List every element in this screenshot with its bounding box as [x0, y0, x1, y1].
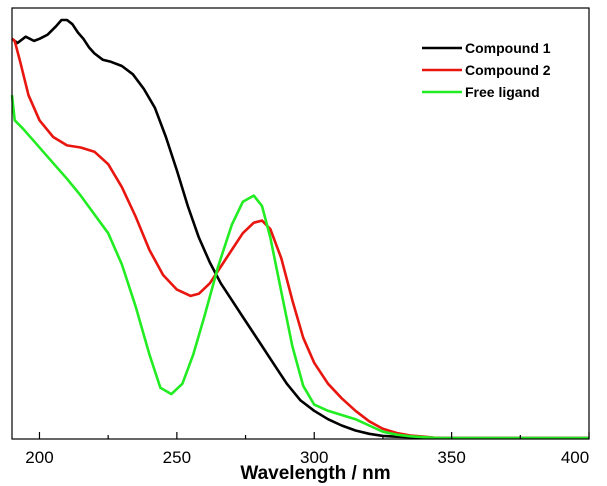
x-tick-label: 350 [437, 448, 465, 467]
plot-lines [10, 18, 589, 440]
legend: Compound 1 Compound 2 Free ligand [422, 40, 551, 100]
plot-frame [11, 7, 590, 440]
legend-label: Free ligand [465, 84, 540, 100]
x-tick-label: 200 [25, 448, 53, 467]
x-tick-label: 250 [163, 448, 191, 467]
legend-label: Compound 2 [465, 62, 551, 78]
x-ticks: 200 250 300 350 400 [25, 432, 590, 467]
legend-label: Compound 1 [465, 40, 551, 56]
series-line-free-ligand [10, 95, 589, 440]
x-tick-label: 300 [300, 448, 328, 467]
x-axis-title: Wavelength / nm [240, 463, 390, 484]
x-tick-label: 400 [561, 448, 589, 467]
